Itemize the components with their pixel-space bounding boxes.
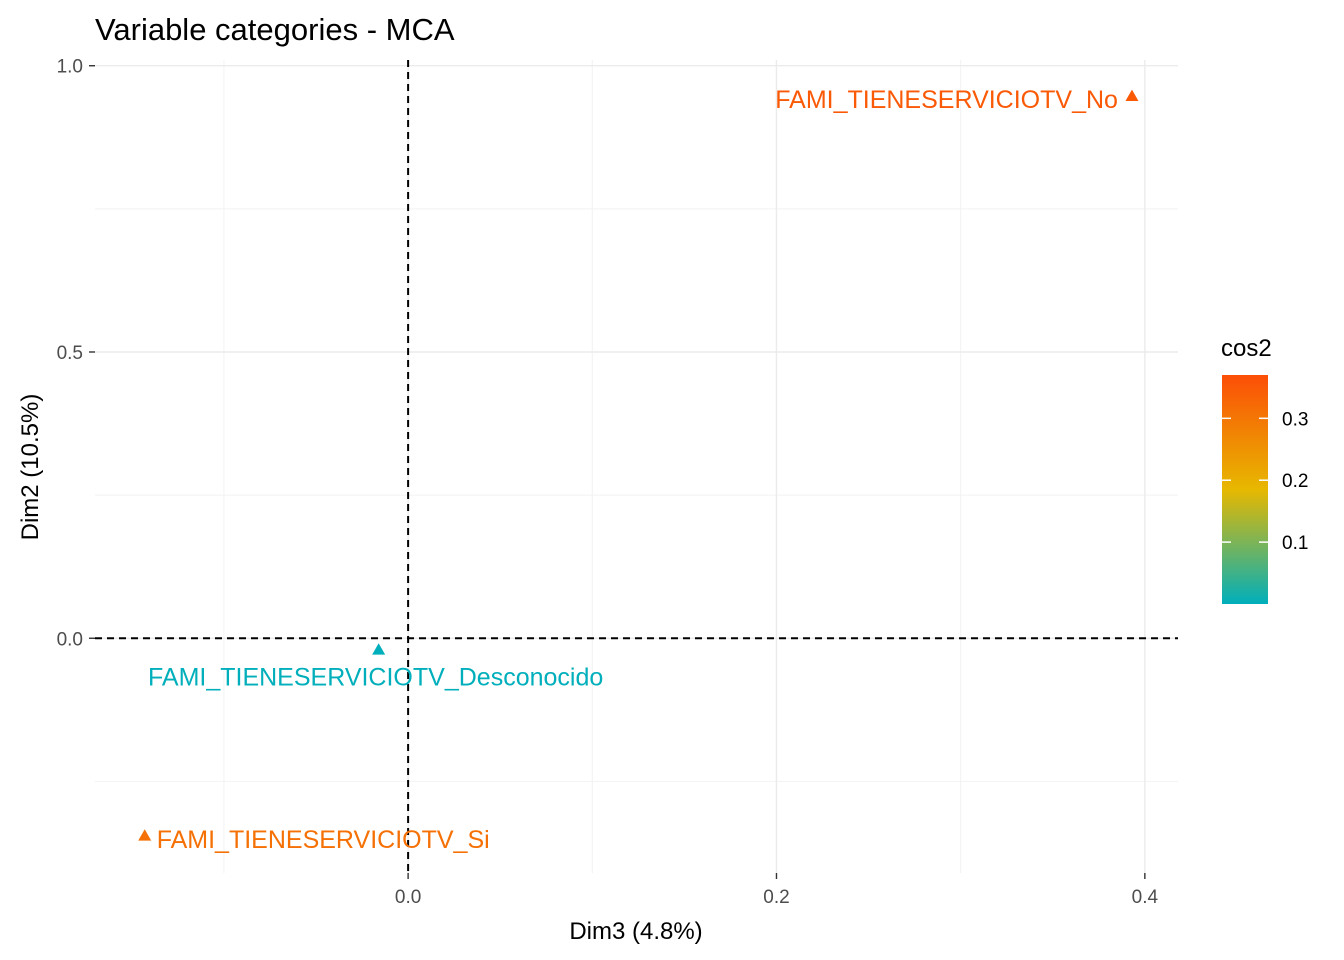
legend-tick-label: 0.2 [1282,471,1308,492]
legend: cos2 0.1 0.2 0.3 [1221,335,1308,604]
legend-title: cos2 [1221,335,1272,362]
x-tick-label: 0.4 [1132,887,1159,908]
plot-panel: 0.0 0.2 0.4 0.0 0.5 1.0 FAMI_TIENESERVICIOTV_N… [57,57,1178,908]
x-axis-title: Dim3 (4.8%) [569,918,702,945]
chart-title: Variable categories - MCA [95,12,455,47]
y-tick-label: 0.0 [57,629,83,650]
category-label: FAMI_TIENESERVICIOTV_No [775,86,1118,114]
y-tick-label: 0.5 [57,343,83,364]
legend-tick-label: 0.1 [1282,533,1308,554]
category-point [1125,89,1139,101]
y-tick-label: 1.0 [57,57,83,78]
category-label: FAMI_TIENESERVICIOTV_Desconocido [148,664,603,692]
category-point [372,643,386,655]
category-point [138,829,152,841]
x-tick-label: 0.0 [395,887,421,908]
legend-tick-label: 0.3 [1282,409,1308,430]
cos2-colorbar [1222,375,1268,604]
y-axis-title: Dim2 (10.5%) [17,394,44,541]
x-tick-label: 0.2 [763,887,789,908]
category-label: FAMI_TIENESERVICIOTV_Si [157,826,490,854]
